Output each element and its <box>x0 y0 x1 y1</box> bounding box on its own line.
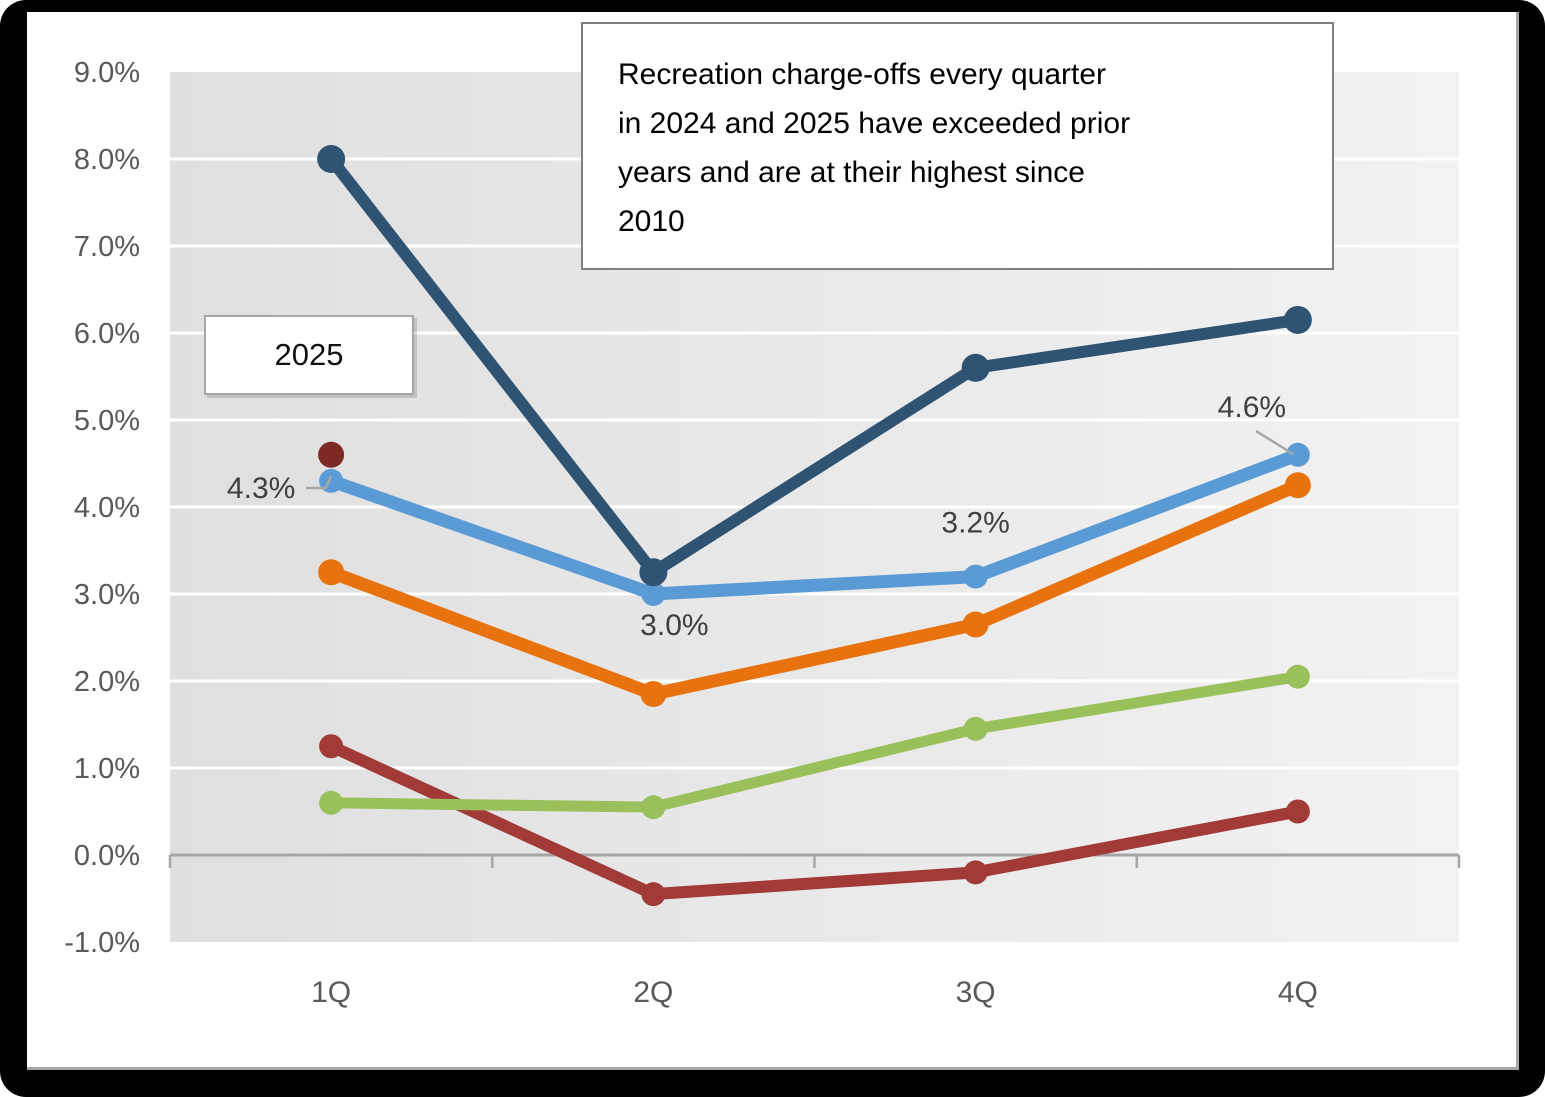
y-axis-tick-label: 8.0% <box>74 144 140 176</box>
series-orange-marker-4Q <box>1284 472 1311 499</box>
y-axis-tick-label: 6.0% <box>74 318 140 350</box>
callout-2025-label: 2025 <box>204 315 414 395</box>
series-2025-point-marker-1Q <box>318 441 345 468</box>
series-navy-marker-2Q <box>639 558 668 587</box>
title-line-4: 2010 <box>618 205 685 238</box>
x-axis-tick-label: 4Q <box>1278 976 1318 1009</box>
series-light-blue-marker-2Q <box>641 582 666 606</box>
series-dark-red-marker-1Q <box>319 734 344 759</box>
data-label-2Q: 3.0% <box>640 609 708 642</box>
series-light-blue-marker-1Q <box>319 468 344 493</box>
series-dark-red-marker-2Q <box>641 882 666 907</box>
y-axis-tick-label: -1.0% <box>64 927 140 959</box>
series-green-marker-2Q <box>641 795 666 820</box>
series-navy-marker-3Q <box>961 353 990 382</box>
title-line-3: years and are at their highest since <box>618 156 1085 189</box>
y-axis-tick-label: 4.0% <box>74 492 140 524</box>
y-axis-tick-label: 0.0% <box>74 840 140 872</box>
series-green-marker-1Q <box>319 790 344 815</box>
y-axis-tick-label: 2.0% <box>74 666 140 698</box>
series-light-blue-marker-3Q <box>963 564 988 589</box>
series-navy-marker-1Q <box>317 145 346 173</box>
x-axis-tick-label: 1Q <box>311 976 351 1009</box>
series-dark-red-line <box>325 740 1304 901</box>
series-orange-marker-2Q <box>640 681 667 708</box>
series-dark-red-marker-4Q <box>1285 799 1310 824</box>
series-orange-marker-1Q <box>318 559 345 586</box>
title-line-1: Recreation charge-offs every quarter <box>618 58 1107 91</box>
title-line-2: in 2024 and 2025 have exceeded prior <box>618 107 1131 140</box>
callout-2025-text: 2025 <box>274 337 344 372</box>
data-label-3Q: 3.2% <box>941 507 1009 540</box>
y-axis-tick-label: 3.0% <box>74 579 140 611</box>
data-label-1Q: 4.3% <box>227 472 295 505</box>
leader-line-1q-label <box>306 475 333 490</box>
y-axis-tick-label: 5.0% <box>74 405 140 437</box>
series-orange-line <box>324 478 1305 701</box>
series-light-blue-marker-4Q <box>1285 442 1310 467</box>
series-green-marker-4Q <box>1285 664 1310 689</box>
y-axis-tick-label: 1.0% <box>74 753 140 785</box>
series-orange-marker-3Q <box>962 611 989 638</box>
data-label-4Q: 4.6% <box>1218 391 1286 424</box>
series-navy-marker-4Q <box>1283 305 1312 334</box>
y-axis-tick-label: 9.0% <box>74 57 140 89</box>
leader-line-4q-label <box>1255 429 1294 456</box>
chart-title-box: Recreation charge-offs every quarter in … <box>581 22 1334 270</box>
series-dark-red-marker-3Q <box>963 860 988 885</box>
y-axis-tick-label: 7.0% <box>74 231 140 263</box>
series-green-marker-3Q <box>963 716 988 741</box>
series-light-blue-line <box>324 448 1305 601</box>
x-axis-tick-label: 2Q <box>633 976 673 1009</box>
series-green-line <box>325 671 1304 813</box>
x-axis-tick-label: 3Q <box>956 976 996 1009</box>
series-navy-line <box>325 153 1304 579</box>
